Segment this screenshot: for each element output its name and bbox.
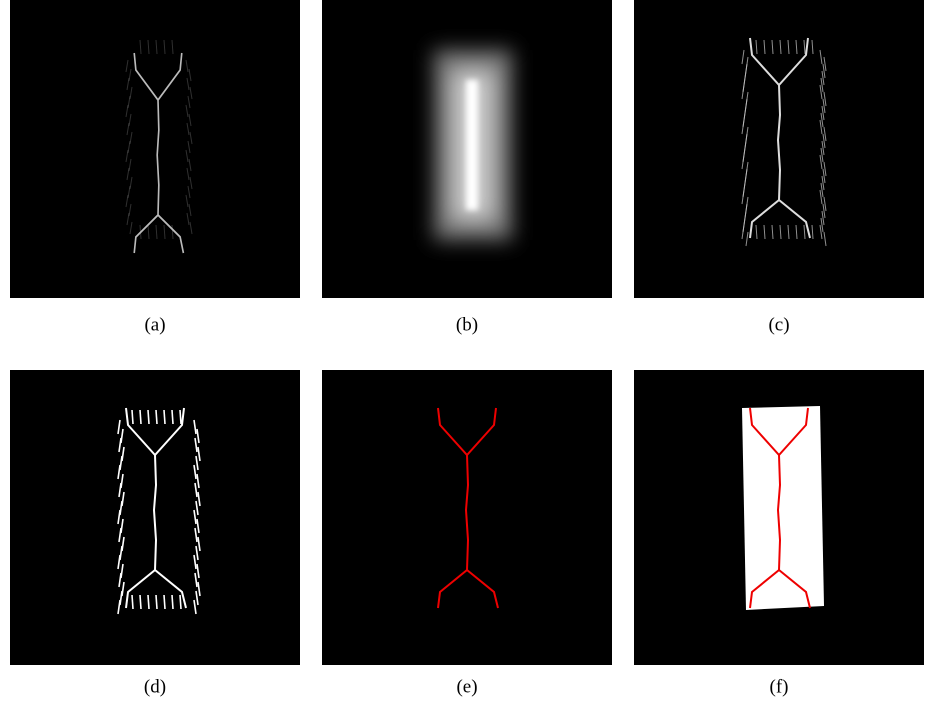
segmented-region	[742, 406, 824, 610]
page: (a) (b) (c) (d) (e) (f) (() => { const d…	[0, 0, 925, 704]
caption: (c)	[768, 314, 789, 335]
panel-a	[10, 0, 300, 298]
caption: (e)	[456, 676, 477, 697]
branch-line	[148, 410, 149, 424]
branch-line	[148, 595, 149, 609]
branch-line	[156, 410, 157, 424]
caption: (b)	[456, 314, 478, 335]
panel-c	[634, 0, 924, 298]
caption: (d)	[144, 676, 166, 697]
branch-line	[180, 595, 181, 609]
branch-line	[164, 410, 165, 424]
branch-line	[132, 595, 133, 609]
branch-line	[172, 595, 173, 609]
branch-line	[140, 595, 141, 609]
caption: (f)	[770, 676, 789, 697]
panel-f	[634, 370, 924, 665]
panel-d	[10, 370, 300, 665]
panel-e	[322, 370, 612, 665]
branch-line	[172, 410, 173, 424]
panel-b	[322, 0, 612, 298]
branch-line	[140, 410, 141, 424]
distance-map-ridge	[466, 80, 478, 210]
branch-line	[180, 410, 181, 424]
caption: (a)	[144, 314, 165, 335]
panel-background	[10, 0, 300, 298]
branch-line	[132, 410, 133, 424]
branch-line	[164, 595, 165, 609]
branch-line	[156, 595, 157, 609]
figure: (a) (b) (c) (d) (e) (f)	[0, 0, 925, 704]
